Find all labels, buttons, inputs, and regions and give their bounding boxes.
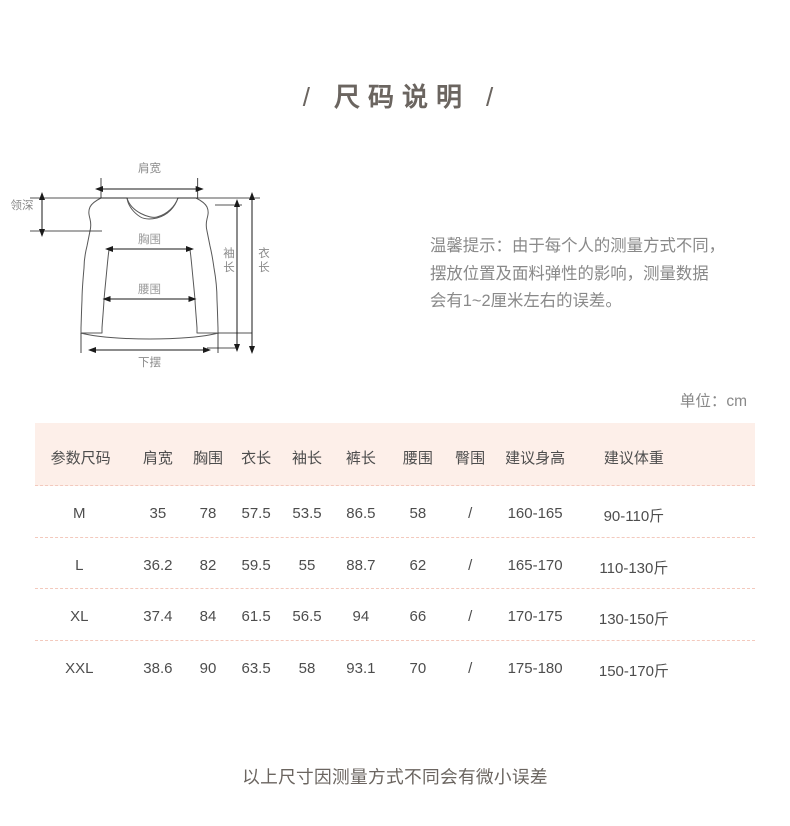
svg-text:衣: 衣 [258, 246, 270, 260]
svg-text:袖: 袖 [223, 246, 235, 260]
svg-text:长: 长 [258, 261, 270, 274]
svg-text:肩宽: 肩宽 [138, 161, 161, 175]
svg-text:领深: 领深 [11, 198, 34, 212]
svg-text:长: 长 [223, 261, 235, 274]
svg-text:腰围: 腰围 [138, 283, 161, 296]
svg-text:胸围: 胸围 [138, 232, 161, 246]
svg-text:下摆: 下摆 [138, 355, 161, 369]
